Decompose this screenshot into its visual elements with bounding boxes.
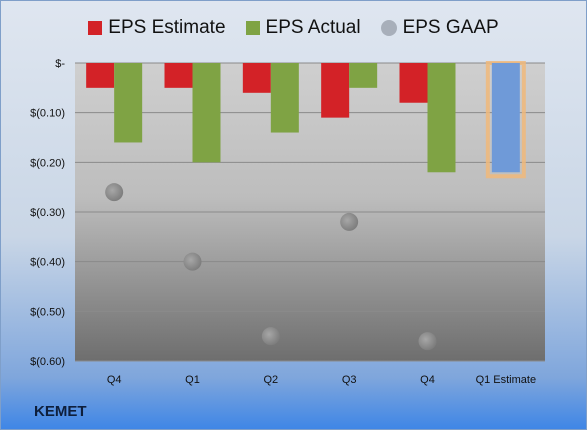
legend-swatch-actual [245, 21, 260, 35]
bar-eps-estimate [86, 63, 115, 88]
x-tick-label: Q2 [263, 374, 278, 386]
legend-label-actual: EPS Actual [265, 17, 361, 38]
legend: EPS Estimate EPS Actual EPS GAAP [1, 15, 586, 41]
bar-eps-actual [349, 63, 378, 88]
point-eps-gaap [418, 332, 437, 351]
y-tick-label: $(0.40) [30, 257, 65, 269]
bar-eps-estimate [321, 63, 350, 118]
y-tick-label: $(0.30) [30, 207, 65, 219]
bar-eps-estimate [164, 63, 193, 88]
bar-eps-actual [114, 63, 143, 143]
y-tick-label: $(0.10) [30, 108, 65, 120]
legend-item-eps-estimate: EPS Estimate [88, 17, 226, 39]
y-tick-label: $(0.60) [30, 356, 65, 368]
bar-eps-estimate [242, 63, 271, 93]
y-tick-label: $(0.20) [30, 157, 65, 169]
point-eps-gaap [183, 252, 202, 271]
legend-swatch-estimate [88, 21, 103, 35]
brand-label: KEMET [34, 403, 87, 420]
bar-eps-actual [270, 63, 299, 133]
y-tick-label: $(0.50) [30, 306, 65, 318]
x-tick-label: Q1 [185, 374, 200, 386]
bar-eps-actual [192, 63, 221, 163]
legend-label-gaap: EPS GAAP [402, 17, 499, 38]
x-tick-label: Q4 [107, 374, 122, 386]
bar-eps-actual [427, 63, 456, 173]
x-tick-label: Q4 [420, 374, 435, 386]
bar-eps-estimate [399, 63, 428, 103]
legend-swatch-gaap [380, 20, 397, 36]
y-tick-label: $- [55, 58, 65, 70]
x-tick-label: Q1 Estimate [476, 374, 537, 386]
point-eps-gaap [105, 183, 124, 202]
legend-label-estimate: EPS Estimate [108, 17, 226, 38]
point-eps-gaap [340, 212, 359, 231]
legend-item-eps-gaap: EPS GAAP [380, 17, 499, 39]
x-tick-label: Q3 [342, 374, 357, 386]
bar-eps-actual-estimate [491, 63, 520, 173]
point-eps-gaap [261, 327, 280, 346]
legend-item-eps-actual: EPS Actual [245, 17, 361, 39]
